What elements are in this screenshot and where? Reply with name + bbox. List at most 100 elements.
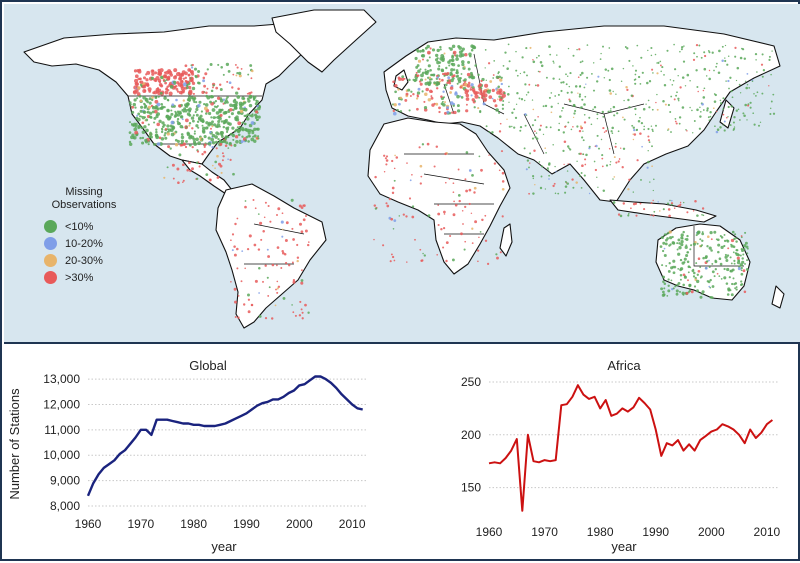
station-dot <box>150 69 155 74</box>
station-dot <box>520 98 524 101</box>
station-dot <box>634 202 638 205</box>
station-dot <box>231 126 235 130</box>
station-dot <box>648 80 652 83</box>
station-dot <box>135 134 138 137</box>
station-dot <box>211 95 215 99</box>
station-dot <box>657 201 659 203</box>
station-dot <box>179 143 183 147</box>
station-dot <box>693 120 696 122</box>
station-dot <box>632 65 634 67</box>
station-dot <box>639 83 642 85</box>
station-dot <box>493 60 496 62</box>
station-dot <box>746 119 748 121</box>
station-dot <box>464 52 468 57</box>
station-dot <box>243 122 247 126</box>
station-dot <box>743 244 747 248</box>
station-dot <box>203 135 207 139</box>
station-dot <box>585 153 588 157</box>
station-dot <box>686 251 690 254</box>
station-dot <box>519 129 522 132</box>
station-dot <box>674 120 677 123</box>
station-dot <box>244 200 247 202</box>
station-dot <box>673 207 676 209</box>
station-dot <box>236 129 241 133</box>
station-dot <box>181 70 186 75</box>
station-dot <box>726 254 730 257</box>
station-dot <box>680 243 684 247</box>
station-dot <box>477 107 480 110</box>
africa-x-ticks: 1960 1970 1980 1990 2000 2010 <box>476 525 781 539</box>
station-dot <box>699 238 702 241</box>
station-dot <box>463 65 466 68</box>
station-dot <box>188 121 192 125</box>
station-dot <box>661 66 664 69</box>
station-dot <box>761 92 764 95</box>
station-dot <box>686 211 689 214</box>
station-dot <box>466 83 471 88</box>
station-dot <box>202 76 206 80</box>
station-dot <box>719 234 722 238</box>
station-dot <box>483 93 488 98</box>
station-dot <box>693 52 696 55</box>
station-dot <box>460 96 464 99</box>
global-y-tick-label: 10,000 <box>43 448 80 462</box>
station-dot <box>501 187 505 191</box>
station-dot <box>449 101 454 105</box>
station-dot <box>248 95 253 99</box>
station-dot <box>425 87 429 92</box>
station-dot <box>399 110 403 113</box>
station-dot <box>470 83 474 87</box>
station-dot <box>620 147 622 149</box>
station-dot <box>514 116 518 120</box>
station-dot <box>228 115 231 119</box>
station-dot <box>649 214 652 216</box>
station-dot <box>538 70 541 73</box>
station-dot <box>593 105 597 109</box>
station-dot <box>241 121 245 124</box>
station-dot <box>382 244 385 247</box>
station-dot <box>499 251 502 254</box>
station-dot <box>163 176 166 179</box>
station-dot <box>147 143 150 146</box>
station-dot <box>669 236 673 240</box>
station-dot <box>772 112 776 115</box>
station-dot <box>464 240 467 243</box>
station-dot <box>444 152 447 156</box>
station-dot <box>164 81 167 85</box>
station-dot <box>663 247 666 250</box>
station-dot <box>426 59 429 62</box>
station-dot <box>231 249 234 252</box>
station-dot <box>177 181 180 184</box>
station-dot <box>444 181 447 184</box>
station-dot <box>459 85 463 89</box>
station-dot <box>164 136 168 140</box>
station-dot <box>133 69 138 73</box>
station-dot <box>628 59 631 62</box>
station-dot <box>564 125 567 128</box>
station-dot <box>558 78 561 81</box>
station-dot <box>431 48 436 52</box>
station-dot <box>610 108 612 110</box>
station-dot <box>590 123 593 126</box>
station-dot <box>578 174 581 177</box>
station-dot <box>619 214 623 218</box>
station-dot <box>159 68 164 73</box>
station-dot <box>253 139 257 143</box>
station-dot <box>170 109 173 112</box>
station-dot <box>683 257 687 261</box>
station-dot <box>374 175 377 179</box>
station-dot <box>227 147 230 149</box>
station-dot <box>236 267 239 270</box>
station-dot <box>142 110 147 114</box>
station-dot <box>495 108 499 112</box>
station-dot <box>160 130 164 134</box>
station-dot <box>176 117 180 121</box>
station-dot <box>133 98 137 102</box>
station-dot <box>715 65 718 68</box>
station-dot <box>656 72 659 75</box>
station-dot <box>713 69 715 72</box>
station-dot <box>583 86 586 89</box>
station-dot <box>239 106 243 110</box>
station-dot <box>586 44 589 46</box>
africa-x-tick-label: 2000 <box>698 525 725 539</box>
